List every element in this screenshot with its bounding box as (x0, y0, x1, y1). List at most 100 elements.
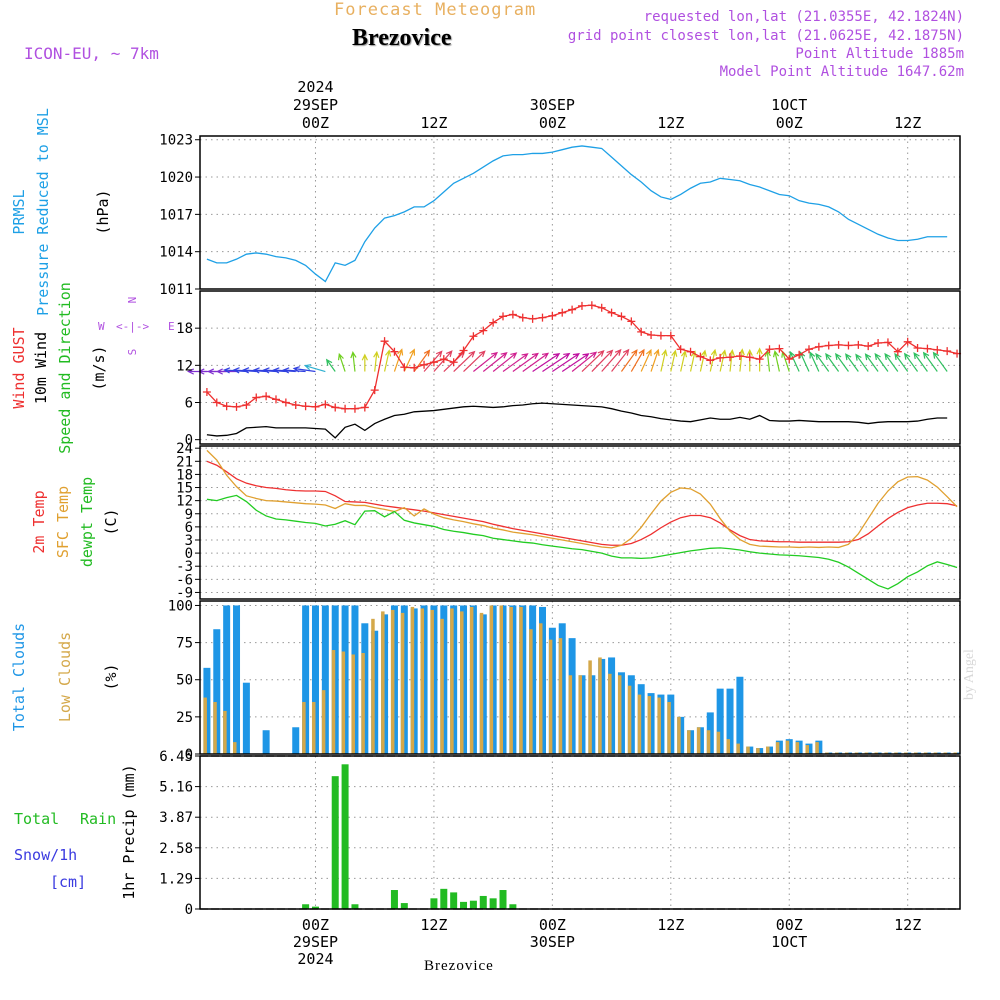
low-clouds-bar (785, 740, 790, 754)
wind-gust-line-point (726, 353, 735, 362)
rain-bar (331, 776, 339, 909)
wind-gust-line-point (637, 327, 646, 336)
low-clouds-bar (617, 675, 622, 754)
wind-gust-line-point (538, 313, 547, 322)
y-tick-label: 21 (176, 454, 193, 470)
wind-gust-line-point (735, 352, 744, 361)
wind-arrow (542, 352, 571, 373)
wind-ylabel-2: 10m Wind (32, 332, 50, 404)
rain-bar (390, 890, 398, 909)
y-tick-label: 5.16 (159, 780, 193, 796)
y-tick-label: 50 (176, 673, 193, 689)
low-clouds-bar (538, 623, 543, 754)
wind-gust-line-point (528, 314, 537, 323)
time-label-top: 00Z (302, 114, 329, 132)
panel-frame (199, 290, 961, 445)
low-clouds-bar (331, 650, 336, 754)
wind-arrow (532, 352, 561, 373)
y-tick-label: -9 (176, 585, 193, 601)
wind-gust-line-point (242, 400, 251, 409)
rain-bar (450, 892, 458, 909)
wind-arrow (571, 351, 598, 372)
low-clouds-bar (519, 606, 523, 754)
y-tick-label: 12 (176, 494, 193, 510)
precip-label-cm: [cm] (50, 873, 86, 891)
low-clouds-bar (410, 606, 415, 754)
wind-arrow (393, 348, 404, 372)
wind-gust-line-point (765, 345, 774, 354)
rain-bar (341, 764, 349, 909)
wind-arrow (482, 352, 508, 372)
low-clouds-bar (756, 748, 760, 754)
wind-gust-line-point (676, 345, 685, 354)
wind-gust-line-point (597, 303, 606, 312)
point-altitude: Point Altitude 1885m (795, 46, 964, 62)
time-label-top: 12Z (657, 114, 684, 132)
y-tick-label: 1.29 (159, 871, 193, 887)
wind-arrow (473, 351, 499, 372)
wind-arrow (719, 349, 727, 372)
wind-arrow (591, 349, 614, 372)
low-clouds-bar (627, 685, 632, 754)
low-clouds-bar (677, 716, 681, 754)
total-clouds-bar (242, 682, 250, 754)
wind-arrow (620, 349, 638, 372)
wind-arrow (303, 364, 326, 373)
rain-bar (469, 900, 477, 909)
wind-gust-line-point (370, 386, 379, 395)
rain-bar (460, 901, 468, 909)
low-clouds-bar (203, 697, 207, 754)
wind-gust-line-point (420, 360, 429, 369)
compass-south: S (126, 349, 139, 356)
y-tick-label: 15 (176, 481, 193, 497)
wind-arrow (492, 352, 518, 372)
wind-gust-line-point (400, 363, 409, 372)
wind-arrow (670, 349, 678, 372)
y-tick-label: 3 (185, 533, 193, 549)
low-clouds-bar (687, 730, 691, 754)
low-clouds-bar (321, 690, 326, 754)
y-tick-label: 24 (176, 441, 193, 457)
panel-frame (199, 755, 961, 910)
pressure-ylabel-2: Pressure Reduced to MSL (34, 108, 52, 316)
low-clouds-bar (479, 612, 484, 754)
wind-arrow (680, 350, 688, 372)
wind-gust-line-point (893, 347, 902, 356)
wind-arrow (809, 351, 820, 372)
y-tick-label: 12 (176, 358, 193, 374)
wind-gust-line-point (252, 393, 261, 402)
low-clouds-bar (795, 742, 800, 754)
wind-gust-line-point (489, 318, 498, 327)
low-clouds-bar (450, 608, 454, 754)
wind-arrow (855, 353, 869, 372)
low-clouds-bar (430, 609, 434, 754)
rain-bar (489, 898, 497, 909)
wind-gust-line-point (301, 402, 310, 411)
rain-bar (499, 890, 507, 909)
time-label-top: 12Z (420, 114, 447, 132)
wind-gust-line-point (755, 355, 764, 364)
low-clouds-bar (608, 673, 612, 754)
wind-gust-line-point (913, 343, 922, 352)
wind-arrow (864, 353, 879, 372)
rain-bar (302, 904, 310, 909)
wind-gust-line-point (686, 347, 695, 356)
time-label-top: 00Z (539, 114, 566, 132)
model-label: ICON-EU, ~ 7km (24, 44, 159, 63)
wind-arrow (433, 350, 453, 372)
wind-gust-line-point (696, 352, 705, 361)
wind-arrow (383, 349, 392, 372)
rain-bar (430, 898, 438, 909)
compass-arrows: <-|-> (116, 320, 149, 333)
wind-gust-line-point (647, 330, 656, 339)
time-label-bottom: 12Z (657, 916, 684, 934)
wind-gust-line-point (883, 338, 892, 347)
panel-frame (199, 600, 961, 755)
wind-gust-line-point (350, 404, 359, 413)
low-clouds-bar (213, 702, 217, 754)
time-label-bottom: 00Z (539, 916, 566, 934)
forecast-title: Forecast Meteogram (334, 0, 537, 20)
wind-gust-line-point (291, 400, 300, 409)
y-tick-label: 0 (185, 747, 193, 763)
low-clouds-bar (657, 697, 661, 754)
